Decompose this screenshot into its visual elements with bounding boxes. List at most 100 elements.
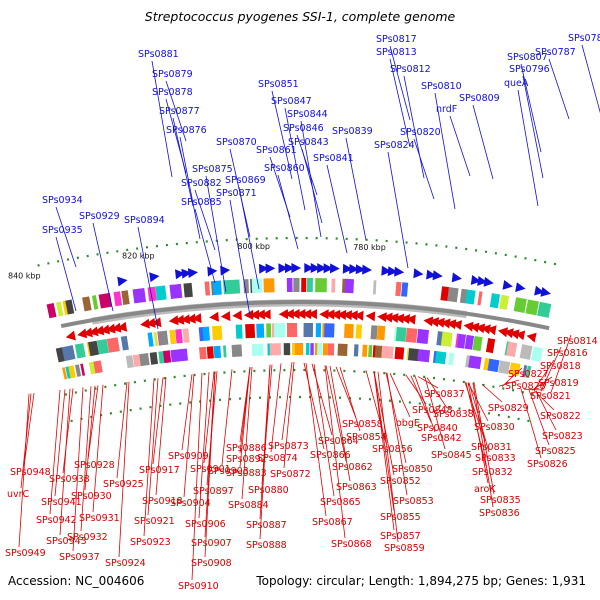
reverse-gene-label: SPs0923 xyxy=(130,537,171,548)
cog-block xyxy=(401,282,409,297)
cog-block xyxy=(88,340,100,357)
reverse-leader-line xyxy=(311,363,333,436)
forward-gene-arrow xyxy=(342,263,353,274)
cog-block xyxy=(465,355,473,368)
cog-block xyxy=(381,345,394,359)
forward-leader-line xyxy=(284,107,306,211)
cog-block xyxy=(405,327,418,343)
cog-block xyxy=(355,324,363,339)
forward-leader-line xyxy=(413,138,435,200)
cog-block xyxy=(132,354,142,367)
reverse-leader-line xyxy=(241,366,253,500)
cog-block xyxy=(344,278,354,294)
reverse-gene-label: SPs0826 xyxy=(527,459,568,470)
reverse-gene-arrow xyxy=(377,312,387,323)
reverse-gene-label: SPs0930 xyxy=(71,491,112,502)
reverse-gene-label: SPs0918 xyxy=(142,496,183,507)
reverse-gene-arrow xyxy=(186,313,196,324)
reverse-gene-label: SPs0856 xyxy=(372,444,413,455)
forward-gene-label: SPs0846 xyxy=(283,123,324,134)
cog-block xyxy=(489,293,501,309)
forward-leader-line xyxy=(165,80,187,142)
cog-block xyxy=(206,346,214,359)
cog-block xyxy=(235,324,243,339)
forward-leader-line xyxy=(387,151,409,269)
reverse-leader-line xyxy=(523,388,545,391)
cog-block xyxy=(485,338,496,354)
reverse-gene-label: SPs0909 xyxy=(168,451,209,462)
reverse-gene-arrow xyxy=(354,310,364,321)
forward-leader-line xyxy=(229,199,251,317)
reverse-gene-label: SPs0907 xyxy=(191,538,232,549)
forward-gene-arrow xyxy=(426,269,437,280)
cog-block xyxy=(96,338,109,355)
forward-leader-line xyxy=(434,92,456,210)
forward-gene-label: SPs0820 xyxy=(400,127,441,138)
forward-gene-label: SPs0894 xyxy=(124,215,165,226)
forward-gene-label: SPs0843 xyxy=(288,137,329,148)
reverse-gene-label: SPs0832 xyxy=(472,467,513,478)
reverse-gene-label: SPs0862 xyxy=(332,462,373,473)
reverse-gene-label: SPs0853 xyxy=(393,496,434,507)
cog-block xyxy=(88,361,96,375)
forward-leader-line xyxy=(345,137,367,241)
cog-block xyxy=(170,349,179,363)
forward-gene-arrow xyxy=(278,263,289,274)
cog-block xyxy=(455,333,460,348)
cog-block xyxy=(158,330,169,346)
reverse-leader-line xyxy=(143,378,155,537)
reverse-leader-line xyxy=(305,363,327,517)
cog-block xyxy=(91,295,99,310)
reverse-gene-label: SPs0829 xyxy=(488,403,529,414)
cog-block xyxy=(530,346,544,363)
cog-block xyxy=(447,352,455,366)
forward-gene-arrow xyxy=(432,270,443,281)
cog-block xyxy=(106,337,120,353)
cog-block xyxy=(147,286,157,302)
reverse-leader-line xyxy=(467,382,489,422)
forward-gene-arrow xyxy=(149,272,160,283)
cog-block xyxy=(245,323,256,339)
cog-block xyxy=(229,279,241,294)
cog-block xyxy=(416,328,430,344)
cog-block xyxy=(158,351,165,364)
forward-gene-arrow xyxy=(515,282,526,292)
cog-block xyxy=(251,278,263,293)
reverse-leader-line xyxy=(501,367,523,387)
reverse-gene-label: obgE xyxy=(396,418,420,429)
cog-block xyxy=(374,345,384,358)
cog-block xyxy=(199,346,207,360)
forward-gene-label: SPs0812 xyxy=(390,64,431,75)
reverse-leader-line xyxy=(424,377,446,450)
forward-leader-line xyxy=(55,236,77,312)
kbp-tick-label: 840 kbp xyxy=(8,272,41,281)
reverse-gene-arrow xyxy=(94,325,105,336)
reverse-gene-label: SPs0852 xyxy=(380,476,421,487)
forward-gene-label: queA xyxy=(504,78,529,89)
reverse-gene-label: SPs0845 xyxy=(431,450,472,461)
forward-gene-label: nrdF xyxy=(436,104,457,115)
reverse-gene-arrow xyxy=(503,328,514,339)
cog-block xyxy=(183,282,193,298)
cog-block xyxy=(440,331,453,347)
genome-backbone xyxy=(60,300,550,331)
forward-leader-line xyxy=(389,45,411,121)
reverse-gene-label: SPs0850 xyxy=(392,464,433,475)
reverse-gene-label: SPs0872 xyxy=(270,469,311,480)
reverse-gene-label: SPs0818 xyxy=(540,361,581,372)
cog-block xyxy=(62,300,69,316)
kbp-tick-label: 820 kbp xyxy=(122,252,155,261)
cog-block xyxy=(394,346,405,360)
cog-block xyxy=(457,333,467,349)
reverse-leader-line xyxy=(84,385,96,491)
reverse-gene-arrow xyxy=(515,330,526,341)
reverse-gene-label: SPs0921 xyxy=(134,516,175,527)
forward-gene-label: SPs0839 xyxy=(332,126,373,137)
cog-block xyxy=(337,343,348,356)
reverse-leader-line xyxy=(118,381,130,558)
cog-block xyxy=(213,345,222,359)
forward-gene-arrow xyxy=(387,266,398,277)
reverse-gene-label: SPs0840 xyxy=(417,423,458,434)
reverse-gene-label: SPs0819 xyxy=(538,378,579,389)
